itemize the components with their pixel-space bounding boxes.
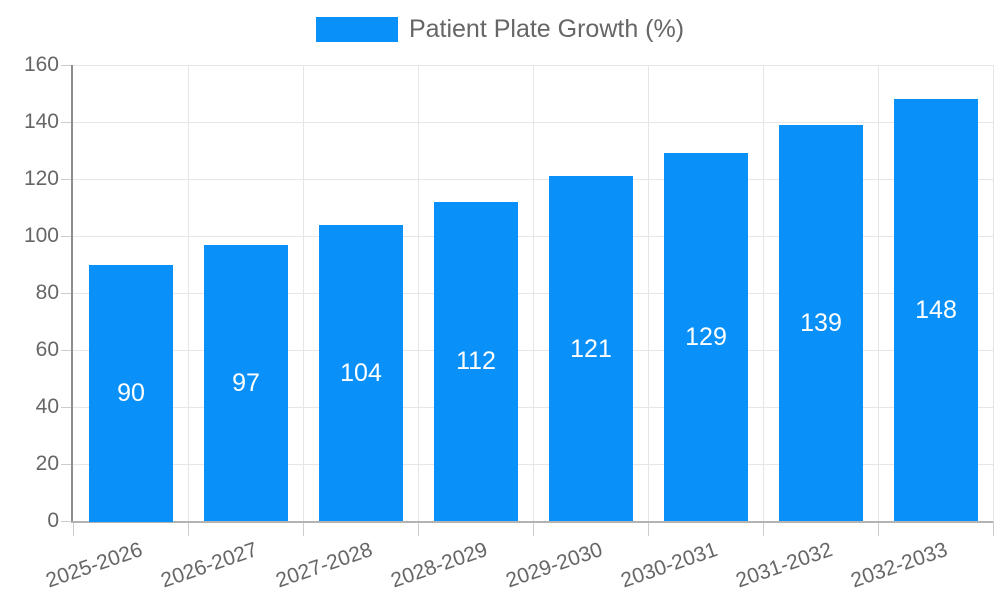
- bar-value-label: 97: [232, 369, 260, 397]
- bar-value-label: 112: [456, 347, 496, 375]
- y-tick: [61, 521, 73, 522]
- x-tick: [303, 521, 304, 536]
- gridline-v: [533, 65, 534, 521]
- y-tick: [61, 65, 73, 66]
- bar-value-label: 121: [570, 335, 612, 363]
- y-tick-label: 140: [23, 110, 59, 133]
- y-axis-line: [71, 65, 73, 523]
- y-tick-label: 20: [35, 452, 59, 475]
- x-tick: [648, 521, 649, 536]
- y-tick-label: 40: [35, 395, 59, 418]
- bar[interactable]: [204, 245, 288, 521]
- bar-value-label: 129: [685, 323, 727, 351]
- bar[interactable]: [779, 125, 863, 521]
- y-tick: [61, 236, 73, 237]
- gridline-v: [303, 65, 304, 521]
- bar[interactable]: [664, 153, 748, 521]
- bar[interactable]: [549, 176, 633, 521]
- y-tick: [61, 350, 73, 351]
- x-tick: [533, 521, 534, 536]
- bar-value-label: 104: [340, 359, 382, 387]
- bar-value-label: 148: [915, 296, 957, 324]
- bar-value-label: 139: [800, 309, 842, 337]
- gridline-v: [418, 65, 419, 521]
- y-tick-label: 100: [23, 224, 59, 247]
- y-tick-label: 60: [35, 338, 59, 361]
- y-tick-label: 0: [47, 509, 59, 532]
- bar[interactable]: [319, 225, 403, 521]
- gridline-v: [188, 65, 189, 521]
- x-tick: [188, 521, 189, 536]
- bar[interactable]: [894, 99, 978, 521]
- y-tick-label: 80: [35, 281, 59, 304]
- legend-label: Patient Plate Growth (%): [408, 15, 685, 43]
- gridline-v: [993, 65, 994, 521]
- y-tick: [61, 293, 73, 294]
- bar-value-label: 90: [117, 379, 145, 407]
- y-tick: [61, 122, 73, 123]
- legend[interactable]: Patient Plate Growth (%): [0, 15, 1000, 44]
- x-tick: [993, 521, 994, 536]
- y-tick: [61, 179, 73, 180]
- legend-swatch: [315, 17, 398, 42]
- x-tick: [73, 521, 74, 536]
- y-tick: [61, 407, 73, 408]
- gridline-v: [648, 65, 649, 521]
- gridline-v: [763, 65, 764, 521]
- x-axis-line: [71, 521, 993, 523]
- bar[interactable]: [89, 265, 173, 522]
- x-tick: [763, 521, 764, 536]
- y-tick-label: 120: [23, 167, 59, 190]
- x-tick: [418, 521, 419, 536]
- y-tick-label: 160: [23, 53, 59, 76]
- y-tick: [61, 464, 73, 465]
- bar[interactable]: [434, 202, 518, 521]
- gridline-v: [878, 65, 879, 521]
- x-tick: [878, 521, 879, 536]
